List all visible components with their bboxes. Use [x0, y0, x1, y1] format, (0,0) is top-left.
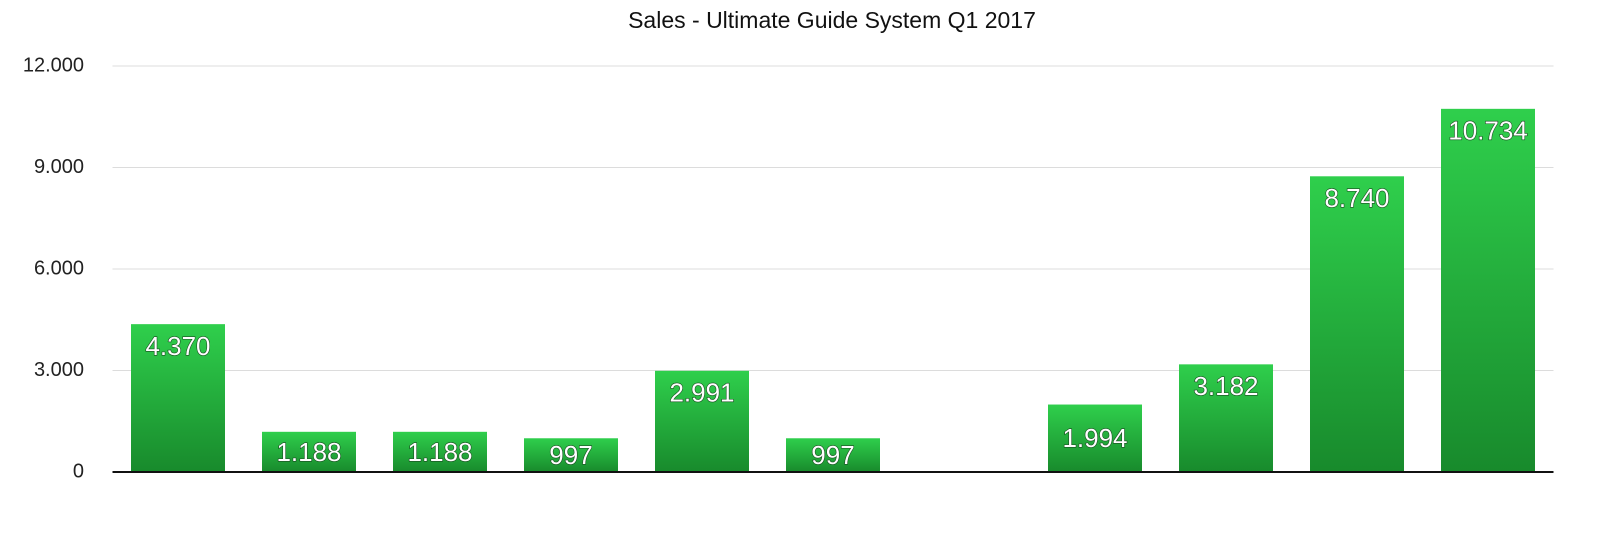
- value-label: 1.994: [1062, 423, 1127, 453]
- value-label: 8.740: [1324, 183, 1389, 213]
- bar: [393, 431, 487, 472]
- bar: [262, 431, 356, 472]
- value-label: 997: [811, 440, 854, 470]
- bar: [1179, 364, 1273, 472]
- y-tick-label: 12.000: [23, 54, 84, 76]
- value-label: 3.182: [1193, 371, 1258, 401]
- chart-title: Sales - Ultimate Guide System Q1 2017: [628, 7, 1036, 33]
- value-label: 1.188: [276, 437, 341, 467]
- value-label: 2.991: [669, 378, 734, 408]
- y-tick-label: 3.000: [34, 359, 84, 381]
- bar: [1441, 108, 1535, 472]
- bar: [131, 324, 225, 472]
- y-tick-label: 0: [73, 460, 84, 482]
- bar: [655, 370, 749, 472]
- value-label: 1.188: [407, 437, 472, 467]
- y-tick-label: 6.000: [34, 257, 84, 279]
- bar: [786, 438, 880, 472]
- bar: [1048, 404, 1142, 472]
- bar: [1310, 176, 1404, 472]
- y-tick-label: 9.000: [34, 156, 84, 178]
- bar: [524, 438, 618, 472]
- value-label: 4.370: [145, 331, 210, 361]
- value-label: 10.734: [1448, 116, 1528, 146]
- value-label: 997: [549, 440, 592, 470]
